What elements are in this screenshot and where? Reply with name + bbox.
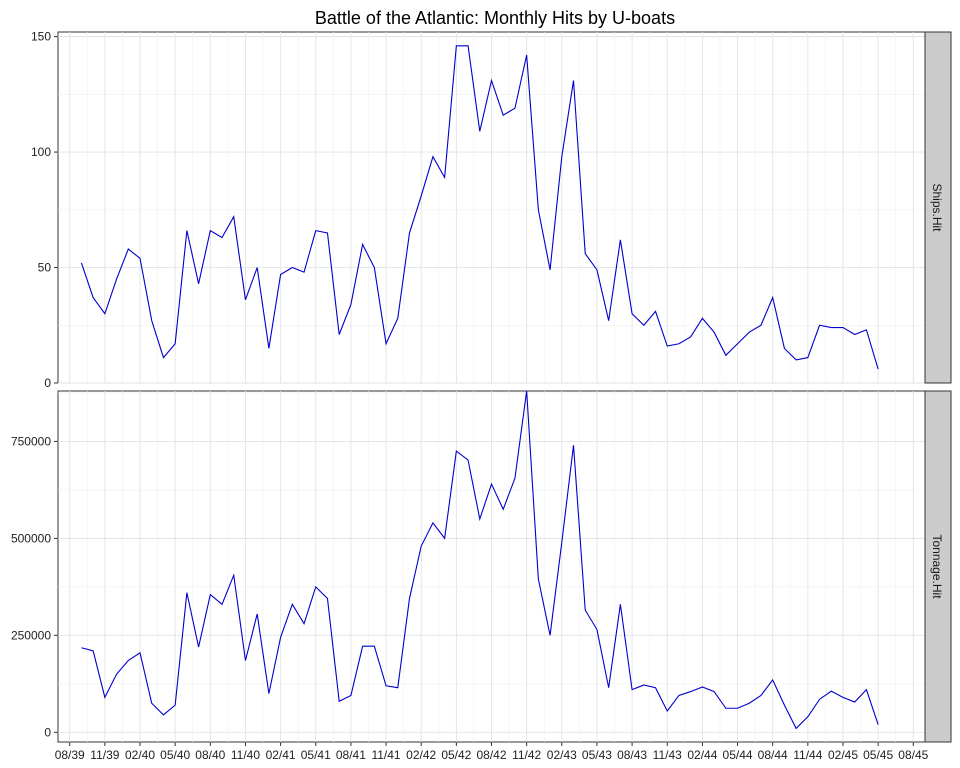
x-tick-label: 05/40 xyxy=(160,748,190,762)
y-tick-label: 150 xyxy=(31,30,51,44)
y-tick-label: 50 xyxy=(38,261,52,275)
x-tick-label: 05/44 xyxy=(723,748,753,762)
x-tick-label: 05/41 xyxy=(301,748,331,762)
panel-tonnage-hit: 0 250000 500000 750000 Tonnage.Hit xyxy=(11,390,952,743)
panel-ships-hit: 0 50 100 150 Ships.Hit xyxy=(31,30,952,390)
chart-title: Battle of the Atlantic: Monthly Hits by … xyxy=(315,8,675,28)
strip-background xyxy=(924,390,952,743)
x-tick-label: 08/41 xyxy=(336,748,366,762)
y-axis: 0 250000 500000 750000 xyxy=(11,434,58,739)
y-tick-label: 500000 xyxy=(11,531,51,545)
x-tick-label: 08/45 xyxy=(898,748,928,762)
strip-label-ships-hit: Ships.Hit xyxy=(930,183,944,232)
x-tick-label: 05/45 xyxy=(863,748,893,762)
series-line-tonnage-hit xyxy=(81,390,879,730)
x-tick-label: 11/39 xyxy=(90,748,119,762)
x-tick-label: 11/42 xyxy=(512,748,541,762)
strip-background xyxy=(924,31,952,384)
x-tick-label: 02/41 xyxy=(266,748,296,762)
x-tick-label: 08/39 xyxy=(55,748,85,762)
gridlines xyxy=(58,391,925,742)
x-tick-label: 11/43 xyxy=(653,748,682,762)
x-tick-label: 08/44 xyxy=(758,748,788,762)
strip-label-tonnage-hit: Tonnage.Hit xyxy=(930,534,944,599)
y-tick-label: 250000 xyxy=(11,628,51,642)
x-axis: 08/39 11/39 02/40 05/40 08/40 11/40 02/41 05/41… xyxy=(55,742,929,762)
x-tick-label: 05/43 xyxy=(582,748,612,762)
y-tick-label: 750000 xyxy=(11,434,51,448)
y-axis: 0 50 100 150 xyxy=(31,30,58,390)
x-tick-label: 08/40 xyxy=(195,748,225,762)
x-tick-label: 02/43 xyxy=(547,748,577,762)
y-tick-label: 0 xyxy=(44,376,51,390)
x-tick-label: 11/40 xyxy=(231,748,260,762)
x-tick-label: 02/45 xyxy=(828,748,858,762)
x-tick-label: 08/42 xyxy=(476,748,506,762)
x-tick-label: 02/44 xyxy=(687,748,717,762)
x-tick-label: 11/44 xyxy=(793,748,822,762)
x-tick-label: 02/40 xyxy=(125,748,155,762)
gridlines xyxy=(58,32,925,384)
y-tick-label: 100 xyxy=(31,145,51,159)
x-tick-label: 02/42 xyxy=(406,748,436,762)
series-line-ships-hit xyxy=(80,45,879,370)
x-tick-label: 08/43 xyxy=(617,748,647,762)
y-tick-label: 0 xyxy=(44,725,51,739)
x-tick-label: 05/42 xyxy=(441,748,471,762)
x-tick-label: 11/41 xyxy=(371,748,400,762)
